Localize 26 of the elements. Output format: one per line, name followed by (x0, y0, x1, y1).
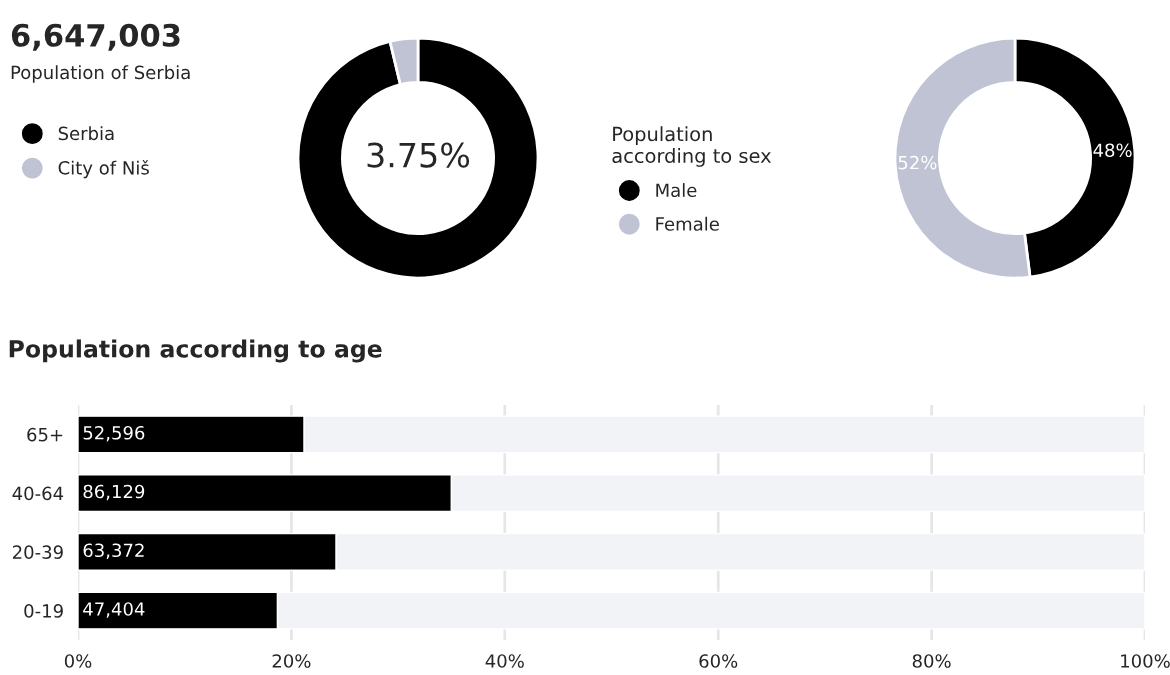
text: Population of Serbia (11, 65, 190, 83)
data-label: 52% (898, 155, 937, 170)
annotation: 52,596 (83, 425, 145, 442)
legend-label: Male (656, 183, 697, 198)
x-tick-label: 80% (912, 654, 951, 668)
donut-slice (296, 36, 540, 280)
x-tick-label: 0% (64, 654, 92, 668)
y-tick-label: 0-19 (24, 604, 63, 618)
text: 3.75% (367, 142, 470, 168)
legend-label: Female (656, 216, 719, 231)
legend-label: City of Niš (58, 159, 149, 179)
annotation: 47,404 (83, 602, 145, 618)
legend-title: Population according to sex (612, 126, 772, 167)
annotation: 63,372 (83, 543, 144, 559)
y-tick-label: 40-64 (12, 486, 64, 501)
y-tick-label: 65+ (27, 427, 63, 442)
x-tick-label: 20% (272, 654, 311, 668)
x-tick-label: 60% (699, 654, 738, 668)
x-tick-label: 40% (485, 654, 524, 668)
legend-label: Serbia (58, 126, 114, 141)
chart-title: 6,647,003 (11, 23, 180, 51)
annotation: 86,129 (83, 484, 145, 501)
chart-title: Population according to age (9, 339, 382, 363)
data-label: 48% (1093, 143, 1132, 158)
y-tick-label: 20-39 (12, 545, 63, 559)
x-tick-label: 100% (1121, 654, 1170, 668)
